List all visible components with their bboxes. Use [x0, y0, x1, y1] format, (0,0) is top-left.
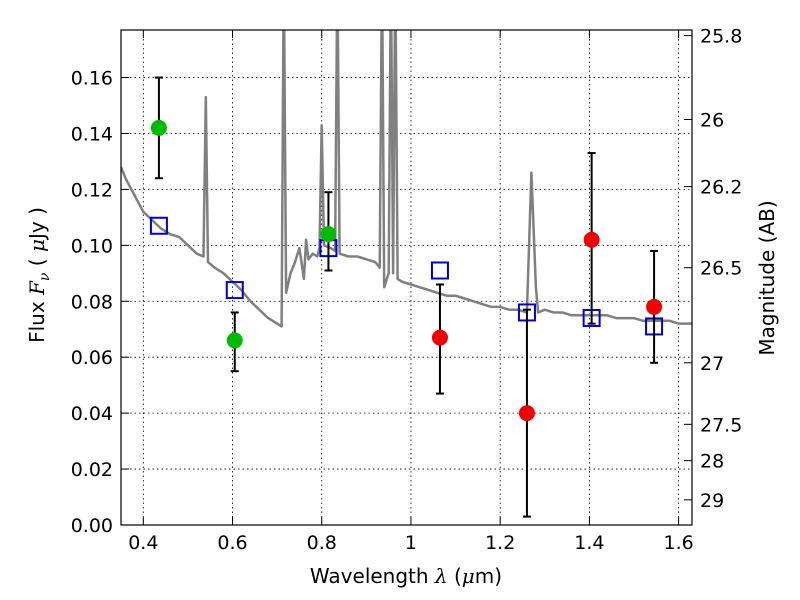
y-tick-label: 0.00	[71, 515, 113, 537]
x-tick-label: 1.2	[485, 532, 515, 554]
model-square	[430, 261, 449, 280]
x-axis-label: Wavelength λ (μm)	[310, 564, 502, 588]
x-tick-label: 0.8	[307, 532, 337, 554]
right-tick-label: 26.5	[700, 258, 742, 280]
photometry-point	[646, 298, 663, 315]
y-axis-label: Flux Fν ( μJy )	[25, 207, 53, 343]
right-tick-label: 25.8	[700, 26, 742, 48]
y-tick-label: 0.02	[71, 459, 113, 481]
y-tick-label: 0.14	[71, 123, 113, 145]
y-tick-label: 0.06	[71, 347, 113, 369]
right-tick-label: 29	[700, 490, 724, 512]
plot-frame	[120, 29, 693, 526]
photometry-point	[583, 231, 600, 248]
grid	[121, 30, 692, 526]
right-tick-label: 27.5	[700, 414, 742, 436]
plot-area	[121, 30, 692, 518]
right-tick-label: 28	[700, 451, 724, 473]
spectrum-line	[121, 30, 692, 328]
y-tick-label: 0.04	[71, 403, 113, 425]
photometry-point	[150, 119, 167, 136]
right-tick-label: 26.2	[700, 177, 742, 199]
photometry-point	[431, 329, 448, 346]
photometry-point	[518, 405, 535, 422]
model-square	[225, 281, 244, 300]
y-tick-label: 0.10	[71, 235, 113, 257]
data-marks	[149, 76, 664, 518]
right-tick-label: 26	[700, 109, 724, 131]
x-tick-label: 0.4	[128, 532, 158, 554]
y-tick-label: 0.16	[71, 68, 113, 90]
y-tick-label: 0.08	[71, 291, 113, 313]
x-tick-label: 0.6	[217, 532, 247, 554]
axis-ticks: 0.4 0.6 0.8 1 1.2 1.4 1.6 0.00 0.02 0.04 0.06 0.08 0…	[71, 26, 743, 554]
y-tick-label: 0.12	[71, 179, 113, 201]
right-tick-label: 27	[700, 353, 724, 375]
right-axis-label: Magnitude (AB)	[755, 200, 779, 355]
photometry-point	[226, 332, 243, 349]
x-tick-label: 1.4	[574, 532, 604, 554]
x-tick-label: 1	[405, 532, 417, 554]
x-tick-label: 1.6	[664, 532, 694, 554]
photometry-point	[320, 226, 337, 243]
model-square	[149, 216, 168, 235]
